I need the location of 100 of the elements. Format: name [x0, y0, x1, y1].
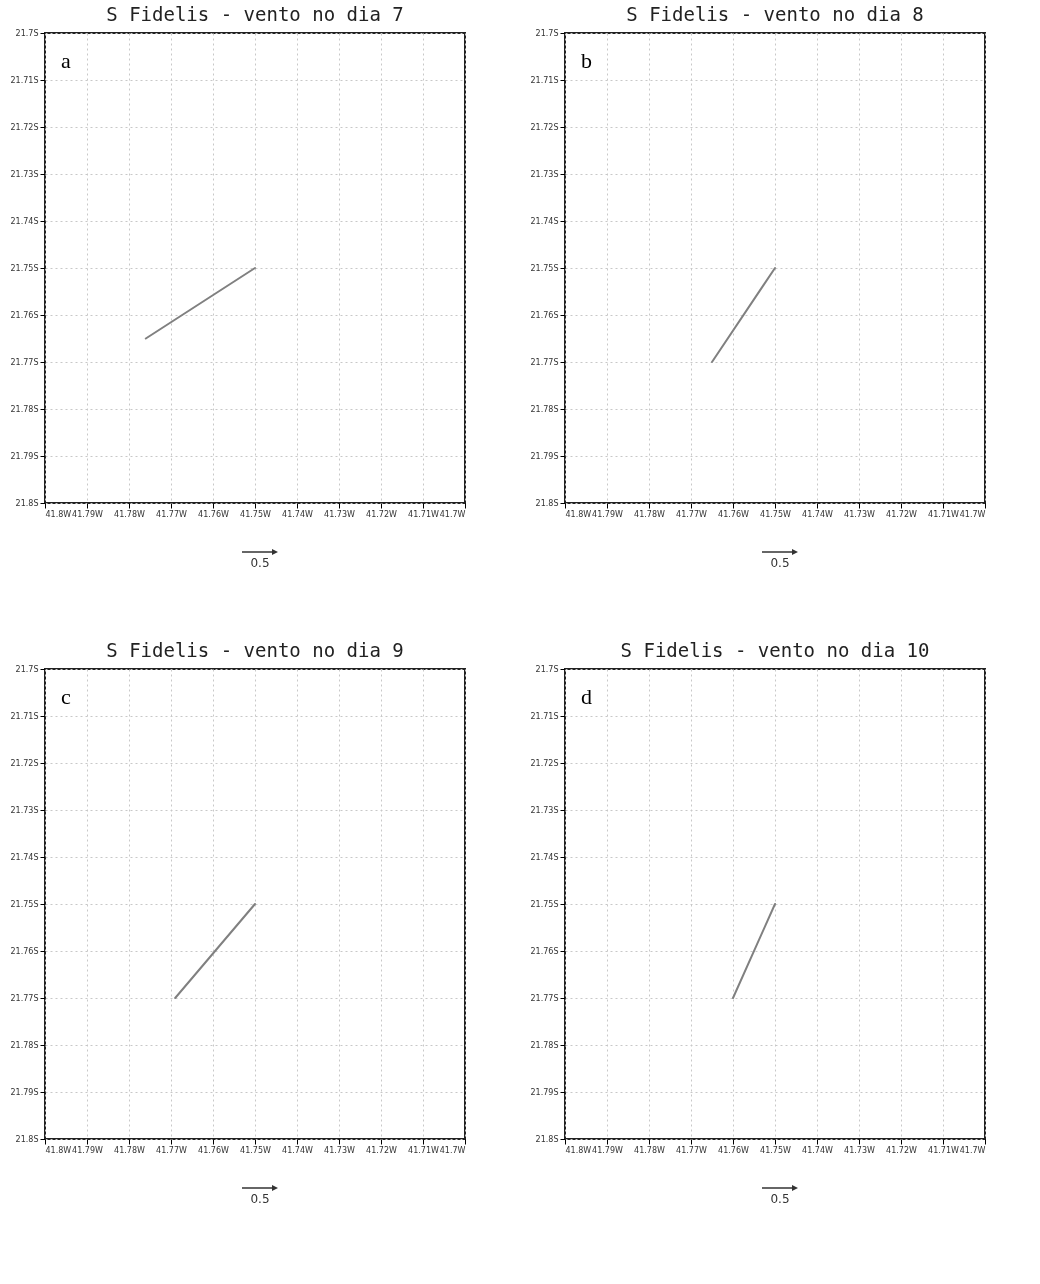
y-tick-label: 21.7S — [535, 28, 559, 38]
annotation: c — [61, 684, 71, 709]
x-tick-label: 41.71W — [928, 509, 959, 519]
x-tick-label: 41.7W — [439, 1145, 466, 1155]
x-tick-label: 41.73W — [324, 509, 355, 519]
x-tick-label: 41.8W — [45, 1145, 72, 1155]
y-tick-label: 21.74S — [530, 852, 559, 862]
chart-title: S Fidelis - vento no dia 10 — [620, 639, 930, 661]
x-tick-label: 41.79W — [72, 1145, 103, 1155]
y-tick-label: 21.8S — [15, 1134, 39, 1144]
chart-title: S Fidelis - vento no dia 8 — [626, 3, 924, 25]
x-tick-label: 41.79W — [592, 509, 623, 519]
y-tick-label: 21.7S — [535, 664, 559, 674]
x-tick-label: 41.76W — [718, 509, 749, 519]
x-tick-label: 41.77W — [676, 1145, 707, 1155]
y-tick-label: 21.75S — [530, 263, 559, 273]
y-tick-label: 21.77S — [530, 993, 559, 1003]
x-tick-label: 41.72W — [886, 509, 917, 519]
x-tick-label: 41.71W — [928, 1145, 959, 1155]
y-tick-label: 21.78S — [530, 404, 559, 414]
x-tick-label: 41.8W — [45, 509, 72, 519]
x-tick-label: 41.76W — [718, 1145, 749, 1155]
y-tick-label: 21.73S — [10, 169, 39, 179]
y-tick-label: 21.74S — [10, 216, 39, 226]
annotation: a — [61, 48, 71, 73]
y-tick-label: 21.77S — [10, 993, 39, 1003]
x-tick-label: 41.71W — [408, 509, 439, 519]
x-tick-label: 41.77W — [156, 1145, 187, 1155]
y-tick-label: 21.73S — [530, 169, 559, 179]
y-tick-label: 21.71S — [530, 711, 559, 721]
x-tick-label: 41.79W — [592, 1145, 623, 1155]
y-tick-label: 21.75S — [530, 899, 559, 909]
x-tick-label: 41.8W — [565, 1145, 592, 1155]
x-tick-label: 41.8W — [565, 509, 592, 519]
x-tick-label: 41.74W — [802, 1145, 833, 1155]
x-tick-label: 41.73W — [844, 509, 875, 519]
y-tick-label: 21.72S — [530, 758, 559, 768]
y-tick-label: 21.7S — [15, 664, 39, 674]
y-tick-label: 21.8S — [15, 498, 39, 508]
x-tick-label: 41.78W — [634, 1145, 665, 1155]
y-tick-label: 21.75S — [10, 263, 39, 273]
y-tick-label: 21.71S — [10, 711, 39, 721]
text: 0.5 — [769, 556, 791, 570]
y-tick-label: 21.8S — [535, 498, 559, 508]
y-tick-label: 21.76S — [10, 946, 39, 956]
y-tick-label: 21.74S — [10, 852, 39, 862]
x-tick-label: 41.77W — [156, 509, 187, 519]
y-tick-label: 21.78S — [10, 1040, 39, 1050]
y-tick-label: 21.75S — [10, 899, 39, 909]
y-tick-label: 21.73S — [10, 805, 39, 815]
y-tick-label: 21.72S — [10, 122, 39, 132]
y-tick-label: 21.72S — [530, 122, 559, 132]
y-tick-label: 21.77S — [530, 357, 559, 367]
annotation: b — [581, 48, 592, 73]
x-tick-label: 41.7W — [959, 1145, 986, 1155]
y-tick-label: 21.72S — [10, 758, 39, 768]
y-tick-label: 21.76S — [530, 946, 559, 956]
x-tick-label: 41.72W — [366, 509, 397, 519]
x-tick-label: 41.73W — [324, 1145, 355, 1155]
y-tick-label: 21.77S — [10, 357, 39, 367]
chart-title: S Fidelis - vento no dia 7 — [106, 3, 404, 25]
annotation: d — [581, 684, 592, 709]
x-tick-label: 41.78W — [114, 509, 145, 519]
text: 0.5 — [249, 556, 271, 570]
y-tick-label: 21.8S — [535, 1134, 559, 1144]
y-tick-label: 21.78S — [530, 1040, 559, 1050]
y-tick-label: 21.76S — [530, 310, 559, 320]
x-tick-label: 41.71W — [408, 1145, 439, 1155]
text: 0.5 — [249, 1192, 271, 1206]
x-tick-label: 41.74W — [802, 509, 833, 519]
x-tick-label: 41.73W — [844, 1145, 875, 1155]
x-tick-label: 41.76W — [198, 1145, 229, 1155]
x-tick-label: 41.7W — [959, 509, 986, 519]
x-tick-label: 41.75W — [240, 509, 271, 519]
x-tick-label: 41.72W — [886, 1145, 917, 1155]
y-tick-label: 21.79S — [530, 451, 559, 461]
x-tick-label: 41.75W — [240, 1145, 271, 1155]
x-tick-label: 41.72W — [366, 1145, 397, 1155]
x-tick-label: 41.74W — [282, 509, 313, 519]
y-tick-label: 21.71S — [10, 75, 39, 85]
y-tick-label: 21.71S — [530, 75, 559, 85]
x-tick-label: 41.79W — [72, 509, 103, 519]
y-tick-label: 21.74S — [530, 216, 559, 226]
x-tick-label: 41.75W — [760, 509, 791, 519]
x-tick-label: 41.78W — [634, 509, 665, 519]
x-tick-label: 41.77W — [676, 509, 707, 519]
y-tick-label: 21.79S — [10, 1087, 39, 1097]
y-tick-label: 21.73S — [530, 805, 559, 815]
y-tick-label: 21.7S — [15, 28, 39, 38]
chart-title: S Fidelis - vento no dia 9 — [106, 639, 404, 661]
y-tick-label: 21.79S — [10, 451, 39, 461]
x-tick-label: 41.78W — [114, 1145, 145, 1155]
text: 0.5 — [769, 1192, 791, 1206]
y-tick-label: 21.76S — [10, 310, 39, 320]
x-tick-label: 41.75W — [760, 1145, 791, 1155]
x-tick-label: 41.7W — [439, 509, 466, 519]
x-tick-label: 41.76W — [198, 509, 229, 519]
y-tick-label: 21.79S — [530, 1087, 559, 1097]
x-tick-label: 41.74W — [282, 1145, 313, 1155]
y-tick-label: 21.78S — [10, 404, 39, 414]
